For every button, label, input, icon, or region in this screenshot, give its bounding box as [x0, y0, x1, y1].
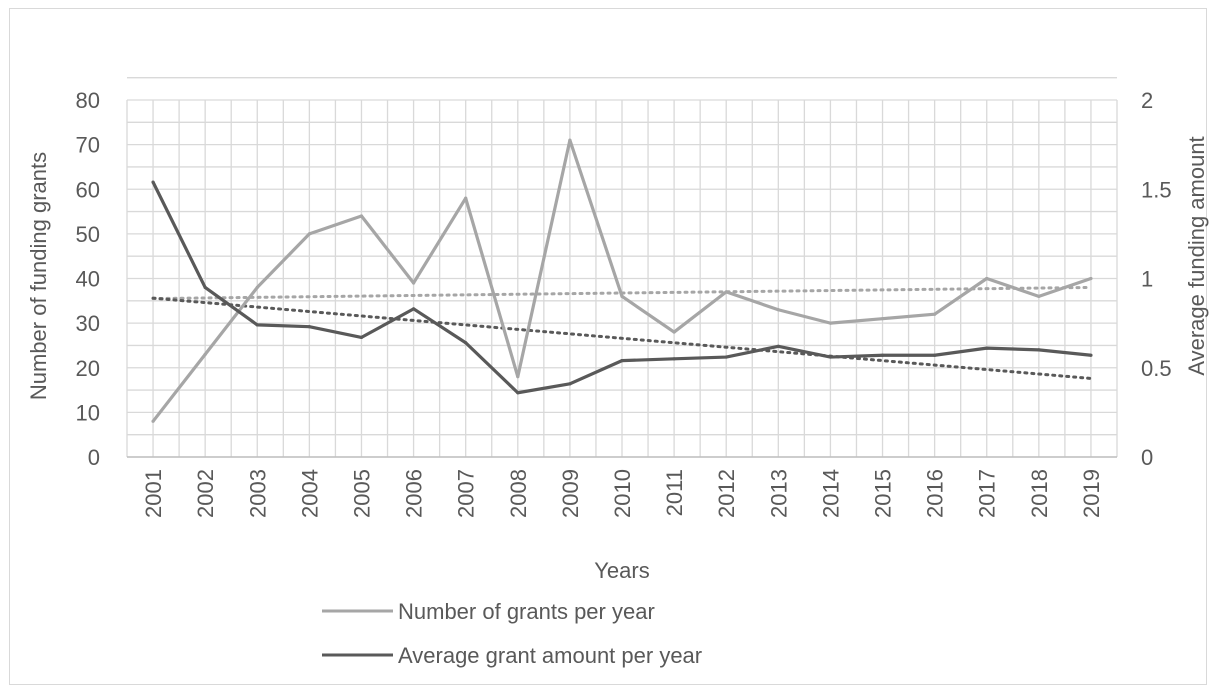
x-tick-label: 2019	[1079, 469, 1104, 518]
data-point-1	[411, 307, 416, 311]
x-tick-label: 2010	[610, 469, 635, 518]
data-point-1	[516, 391, 520, 395]
data-point-1	[620, 359, 624, 363]
right-axis-title: Average funding amount	[1184, 136, 1209, 375]
left-tick-label: 60	[76, 177, 100, 202]
data-point-1	[464, 341, 468, 345]
x-tick-label: 2015	[871, 469, 896, 518]
chart-frame	[9, 8, 1207, 685]
data-point-1	[985, 346, 989, 350]
right-tick-label: 0	[1141, 445, 1153, 470]
data-point-1	[568, 382, 572, 386]
left-axis-ticks: 0 10 20 30 40 50 60 70 80	[76, 88, 100, 470]
right-tick-label: 1	[1141, 267, 1153, 292]
series	[151, 138, 1093, 423]
data-point-1	[933, 353, 937, 357]
left-tick-label: 20	[76, 356, 100, 381]
left-axis-title: Number of funding grants	[26, 152, 51, 400]
x-tick-label: 2006	[402, 469, 427, 518]
data-point-1	[359, 335, 364, 340]
left-tick-label: 50	[76, 222, 100, 247]
left-tick-label: 30	[76, 311, 100, 336]
data-point-0	[776, 308, 780, 312]
left-tick-label: 80	[76, 88, 100, 113]
data-point-1	[828, 355, 833, 359]
left-tick-label: 10	[76, 400, 100, 425]
data-point-1	[203, 285, 207, 290]
data-point-1	[724, 355, 728, 359]
data-point-1	[1089, 353, 1093, 357]
data-point-0	[568, 138, 572, 142]
data-point-1	[776, 344, 780, 348]
data-point-0	[620, 294, 624, 298]
left-tick-label: 0	[88, 445, 100, 470]
x-tick-label: 2016	[923, 469, 948, 518]
data-point-0	[516, 375, 520, 379]
x-tick-label: 2008	[506, 469, 531, 518]
x-tick-label: 2003	[245, 469, 270, 518]
x-axis-ticks: 2001 2002 2003 2004 2005 2006 2007 2008 2009 2010…	[141, 469, 1104, 518]
right-axis-ticks: 0 0.5 1 1.5 2	[1141, 88, 1172, 470]
legend-label-average: Average grant amount per year	[398, 643, 702, 668]
data-point-1	[151, 180, 155, 184]
x-tick-label: 2014	[818, 469, 843, 518]
x-tick-label: 2002	[193, 469, 218, 518]
data-point-0	[1037, 294, 1041, 298]
right-tick-label: 1.5	[1141, 177, 1172, 202]
legend: Number of grants per year Average grant …	[322, 599, 702, 668]
data-point-0	[1089, 276, 1093, 281]
x-tick-label: 2009	[558, 469, 583, 518]
legend-label-grants: Number of grants per year	[398, 599, 655, 624]
x-tick-label: 2017	[975, 469, 1000, 518]
data-point-0	[724, 290, 728, 294]
data-point-0	[255, 285, 259, 290]
right-tick-label: 2	[1141, 88, 1153, 113]
data-point-0	[307, 232, 311, 236]
left-tick-label: 40	[76, 267, 100, 292]
grid	[126, 77, 1118, 458]
trendline-1	[151, 296, 1093, 380]
left-tick-label: 70	[76, 133, 100, 158]
x-tick-label: 2004	[297, 469, 322, 518]
data-point-0	[359, 214, 364, 218]
x-axis-title: Years	[594, 558, 649, 583]
data-point-1	[307, 325, 311, 329]
x-tick-label: 2011	[662, 469, 687, 516]
x-tick-label: 2001	[141, 469, 166, 518]
data-point-0	[985, 276, 989, 281]
data-point-1	[672, 357, 676, 361]
data-point-0	[411, 281, 416, 285]
data-point-0	[880, 317, 885, 321]
data-point-0	[203, 352, 207, 356]
data-point-0	[828, 321, 833, 325]
x-tick-label: 2005	[349, 469, 374, 518]
x-tick-label: 2018	[1027, 469, 1052, 518]
data-point-0	[464, 196, 468, 200]
x-tick-label: 2007	[454, 469, 479, 518]
right-tick-label: 0.5	[1141, 356, 1172, 381]
data-point-1	[1037, 348, 1041, 352]
data-point-0	[151, 419, 155, 423]
x-tick-label: 2012	[714, 469, 739, 518]
x-tick-label: 2013	[766, 469, 791, 518]
data-point-1	[880, 353, 885, 357]
data-point-0	[672, 330, 676, 334]
data-point-0	[933, 312, 937, 316]
data-point-1	[255, 323, 259, 327]
